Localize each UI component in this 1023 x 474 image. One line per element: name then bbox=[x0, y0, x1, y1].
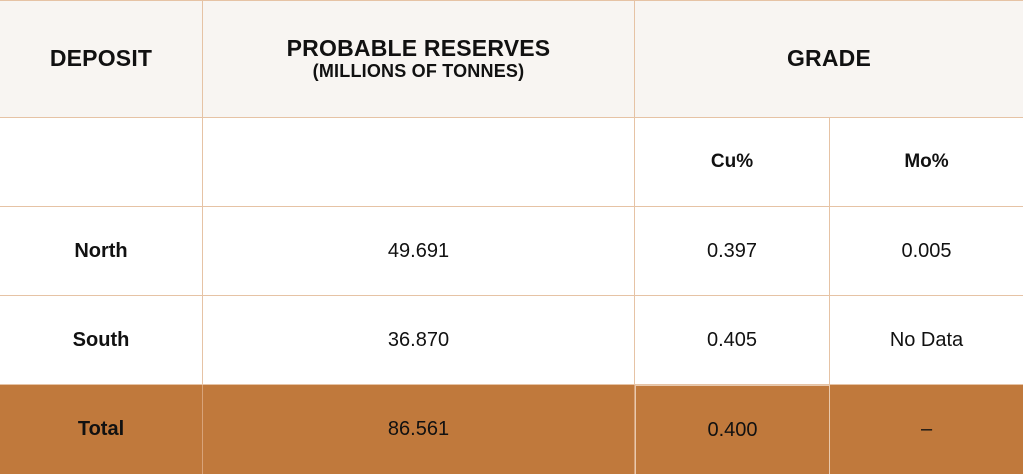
cu-value: 0.405 bbox=[706, 328, 758, 351]
table-row-north-reserves: 49.691 bbox=[203, 207, 635, 296]
mo-value: No Data bbox=[889, 328, 964, 351]
header-reserves-label: PROBABLE RESERVES bbox=[286, 34, 551, 61]
subheader-deposit bbox=[0, 118, 203, 207]
header-grade: GRADE bbox=[635, 0, 1023, 118]
table-row-total-mo: – bbox=[830, 385, 1023, 474]
subheader-reserves bbox=[203, 118, 635, 207]
deposit-name: North bbox=[74, 239, 128, 262]
table-row-total-reserves: 86.561 bbox=[203, 385, 635, 474]
mo-value: 0.005 bbox=[901, 239, 952, 262]
table-row-north-cu: 0.397 bbox=[635, 207, 830, 296]
subheader-mo: Mo% bbox=[830, 118, 1023, 207]
table-row-total-deposit: Total bbox=[0, 385, 203, 474]
table-row-south-reserves: 36.870 bbox=[203, 296, 635, 385]
header-reserves-unit: (MILLIONS OF TONNES) bbox=[312, 61, 525, 82]
table-row-north-deposit: North bbox=[0, 207, 203, 296]
total-reserves-value: 86.561 bbox=[387, 418, 450, 440]
deposit-name: South bbox=[72, 328, 130, 351]
cu-value: 0.397 bbox=[706, 239, 758, 262]
total-cu-value: 0.400 bbox=[707, 418, 758, 441]
table-row-total-cu: 0.400 bbox=[635, 385, 830, 474]
table-row-south-mo: No Data bbox=[830, 296, 1023, 385]
subheader-cu-label: Cu% bbox=[710, 151, 754, 172]
subheader-mo-label: Mo% bbox=[904, 151, 949, 172]
table-row-south-cu: 0.405 bbox=[635, 296, 830, 385]
table-top-border bbox=[0, 0, 1023, 1]
table-row-south-deposit: South bbox=[0, 296, 203, 385]
reserves-value: 49.691 bbox=[387, 239, 450, 262]
total-label: Total bbox=[77, 418, 125, 440]
subheader-cu: Cu% bbox=[635, 118, 830, 207]
header-probable-reserves: PROBABLE RESERVES (MILLIONS OF TONNES) bbox=[203, 0, 635, 118]
header-grade-label: GRADE bbox=[786, 45, 872, 71]
total-mo-value: – bbox=[920, 418, 933, 440]
header-deposit: DEPOSIT bbox=[0, 0, 203, 118]
header-deposit-label: DEPOSIT bbox=[49, 45, 153, 71]
table-row-north-mo: 0.005 bbox=[830, 207, 1023, 296]
reserves-value: 36.870 bbox=[387, 328, 450, 351]
